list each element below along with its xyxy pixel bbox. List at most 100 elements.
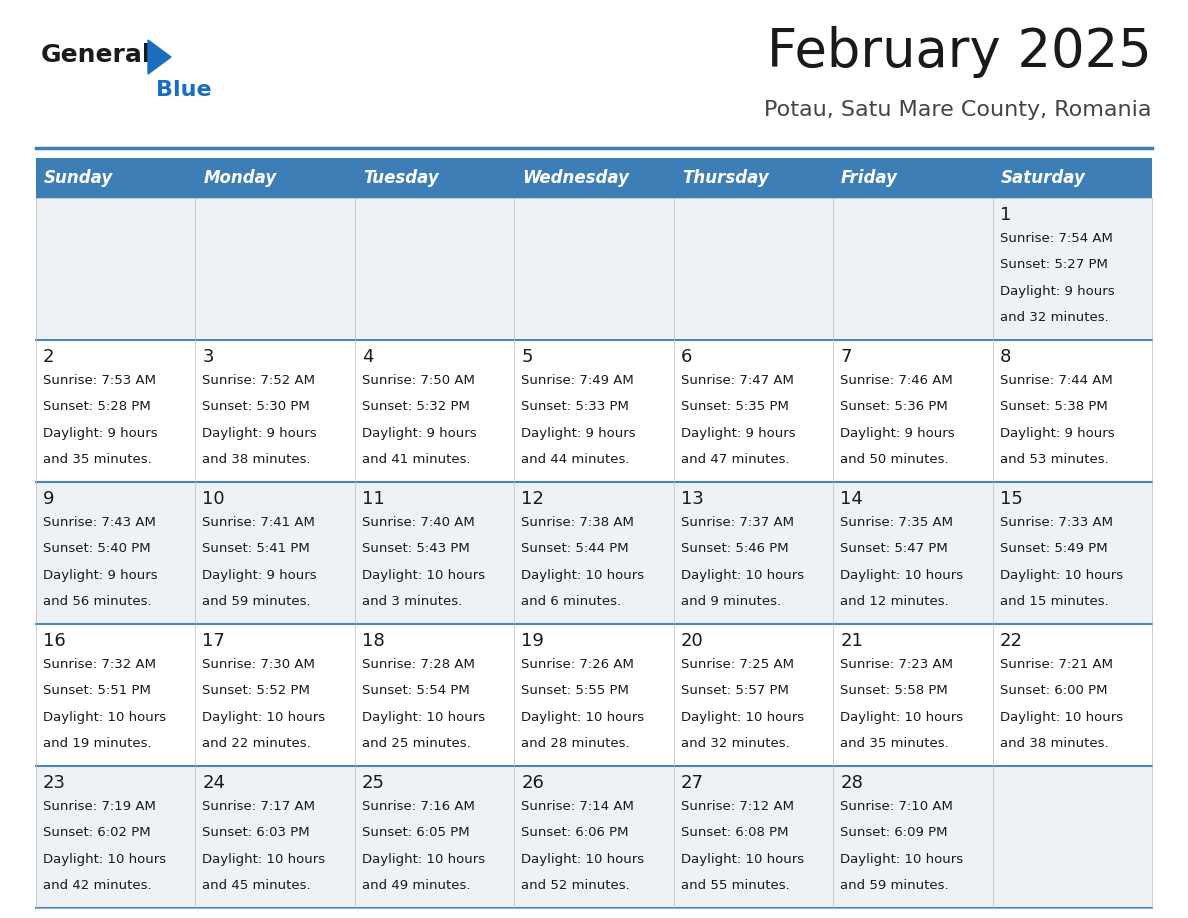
Text: 24: 24 — [202, 774, 226, 792]
Text: and 41 minutes.: and 41 minutes. — [362, 453, 470, 465]
Text: Sunset: 5:35 PM: Sunset: 5:35 PM — [681, 400, 789, 413]
Text: Sunset: 5:30 PM: Sunset: 5:30 PM — [202, 400, 310, 413]
Text: Sunrise: 7:37 AM: Sunrise: 7:37 AM — [681, 516, 794, 529]
Text: Sunrise: 7:26 AM: Sunrise: 7:26 AM — [522, 658, 634, 671]
Text: Sunrise: 7:38 AM: Sunrise: 7:38 AM — [522, 516, 634, 529]
Text: 23: 23 — [43, 774, 67, 792]
Text: and 42 minutes.: and 42 minutes. — [43, 879, 152, 891]
Text: 19: 19 — [522, 632, 544, 650]
Text: Daylight: 9 hours: Daylight: 9 hours — [362, 427, 476, 440]
Bar — [36, 766, 1152, 908]
Text: Daylight: 10 hours: Daylight: 10 hours — [202, 711, 326, 723]
Text: Sunset: 5:32 PM: Sunset: 5:32 PM — [362, 400, 469, 413]
Text: 13: 13 — [681, 490, 703, 508]
Text: Sunrise: 7:17 AM: Sunrise: 7:17 AM — [202, 800, 316, 813]
Text: Sunrise: 7:19 AM: Sunrise: 7:19 AM — [43, 800, 156, 813]
Text: Sunday: Sunday — [44, 169, 113, 187]
Text: Sunrise: 7:14 AM: Sunrise: 7:14 AM — [522, 800, 634, 813]
Text: Sunrise: 7:50 AM: Sunrise: 7:50 AM — [362, 374, 475, 387]
Text: Sunset: 6:06 PM: Sunset: 6:06 PM — [522, 826, 628, 839]
Text: 7: 7 — [840, 348, 852, 366]
Text: and 35 minutes.: and 35 minutes. — [840, 737, 949, 750]
Text: Daylight: 10 hours: Daylight: 10 hours — [362, 711, 485, 723]
Text: Daylight: 10 hours: Daylight: 10 hours — [840, 568, 963, 581]
Text: Sunset: 5:55 PM: Sunset: 5:55 PM — [522, 684, 630, 698]
Text: Sunrise: 7:47 AM: Sunrise: 7:47 AM — [681, 374, 794, 387]
Text: 21: 21 — [840, 632, 862, 650]
Text: Daylight: 10 hours: Daylight: 10 hours — [43, 853, 166, 866]
Text: Sunrise: 7:30 AM: Sunrise: 7:30 AM — [202, 658, 315, 671]
Text: and 53 minutes.: and 53 minutes. — [999, 453, 1108, 465]
Text: 6: 6 — [681, 348, 693, 366]
Text: 9: 9 — [43, 490, 55, 508]
Text: Thursday: Thursday — [682, 169, 769, 187]
Text: Sunset: 5:44 PM: Sunset: 5:44 PM — [522, 543, 628, 555]
Text: Daylight: 10 hours: Daylight: 10 hours — [999, 568, 1123, 581]
Text: Sunset: 5:46 PM: Sunset: 5:46 PM — [681, 543, 789, 555]
Text: Sunrise: 7:25 AM: Sunrise: 7:25 AM — [681, 658, 794, 671]
Text: 8: 8 — [999, 348, 1011, 366]
Text: and 19 minutes.: and 19 minutes. — [43, 737, 152, 750]
Text: 27: 27 — [681, 774, 703, 792]
Text: Daylight: 10 hours: Daylight: 10 hours — [681, 711, 804, 723]
Text: Sunset: 5:57 PM: Sunset: 5:57 PM — [681, 684, 789, 698]
Text: and 32 minutes.: and 32 minutes. — [999, 311, 1108, 324]
Text: Daylight: 10 hours: Daylight: 10 hours — [681, 853, 804, 866]
Text: and 35 minutes.: and 35 minutes. — [43, 453, 152, 465]
Text: Friday: Friday — [841, 169, 898, 187]
Text: and 52 minutes.: and 52 minutes. — [522, 879, 630, 891]
Text: Sunrise: 7:12 AM: Sunrise: 7:12 AM — [681, 800, 794, 813]
Text: Sunrise: 7:35 AM: Sunrise: 7:35 AM — [840, 516, 953, 529]
Text: 22: 22 — [999, 632, 1023, 650]
Text: Sunset: 5:38 PM: Sunset: 5:38 PM — [999, 400, 1107, 413]
Text: Sunrise: 7:16 AM: Sunrise: 7:16 AM — [362, 800, 475, 813]
Text: and 38 minutes.: and 38 minutes. — [999, 737, 1108, 750]
Text: Monday: Monday — [203, 169, 277, 187]
Text: Sunset: 5:40 PM: Sunset: 5:40 PM — [43, 543, 151, 555]
Text: Daylight: 10 hours: Daylight: 10 hours — [362, 853, 485, 866]
Text: Potau, Satu Mare County, Romania: Potau, Satu Mare County, Romania — [765, 100, 1152, 120]
Text: 12: 12 — [522, 490, 544, 508]
Text: and 32 minutes.: and 32 minutes. — [681, 737, 790, 750]
Text: Daylight: 10 hours: Daylight: 10 hours — [840, 853, 963, 866]
Text: and 50 minutes.: and 50 minutes. — [840, 453, 949, 465]
Text: 28: 28 — [840, 774, 862, 792]
Text: and 12 minutes.: and 12 minutes. — [840, 595, 949, 608]
Text: and 59 minutes.: and 59 minutes. — [840, 879, 949, 891]
Text: 4: 4 — [362, 348, 373, 366]
Polygon shape — [148, 40, 171, 74]
Text: and 22 minutes.: and 22 minutes. — [202, 737, 311, 750]
Text: Daylight: 9 hours: Daylight: 9 hours — [43, 568, 158, 581]
Text: Daylight: 10 hours: Daylight: 10 hours — [522, 568, 644, 581]
Text: Sunset: 5:58 PM: Sunset: 5:58 PM — [840, 684, 948, 698]
Text: and 9 minutes.: and 9 minutes. — [681, 595, 781, 608]
Text: 11: 11 — [362, 490, 385, 508]
Text: Daylight: 9 hours: Daylight: 9 hours — [999, 285, 1114, 297]
Text: Sunset: 5:54 PM: Sunset: 5:54 PM — [362, 684, 469, 698]
Text: Sunset: 5:41 PM: Sunset: 5:41 PM — [202, 543, 310, 555]
Text: Daylight: 9 hours: Daylight: 9 hours — [202, 568, 317, 581]
Text: and 28 minutes.: and 28 minutes. — [522, 737, 630, 750]
Text: 5: 5 — [522, 348, 532, 366]
Text: General: General — [42, 43, 152, 67]
Text: Daylight: 10 hours: Daylight: 10 hours — [840, 711, 963, 723]
Text: and 49 minutes.: and 49 minutes. — [362, 879, 470, 891]
Text: Daylight: 10 hours: Daylight: 10 hours — [362, 568, 485, 581]
Text: Daylight: 10 hours: Daylight: 10 hours — [522, 711, 644, 723]
Text: Sunrise: 7:40 AM: Sunrise: 7:40 AM — [362, 516, 475, 529]
Text: Sunset: 6:09 PM: Sunset: 6:09 PM — [840, 826, 948, 839]
Text: 1: 1 — [999, 206, 1011, 224]
Text: Tuesday: Tuesday — [362, 169, 438, 187]
Text: Daylight: 9 hours: Daylight: 9 hours — [522, 427, 636, 440]
Text: 14: 14 — [840, 490, 862, 508]
Text: Sunset: 5:43 PM: Sunset: 5:43 PM — [362, 543, 469, 555]
Text: and 38 minutes.: and 38 minutes. — [202, 453, 311, 465]
Text: 20: 20 — [681, 632, 703, 650]
Text: Sunset: 5:52 PM: Sunset: 5:52 PM — [202, 684, 310, 698]
Text: and 25 minutes.: and 25 minutes. — [362, 737, 470, 750]
Text: Daylight: 9 hours: Daylight: 9 hours — [43, 427, 158, 440]
Bar — [36, 624, 1152, 766]
Text: Sunrise: 7:28 AM: Sunrise: 7:28 AM — [362, 658, 475, 671]
Text: and 6 minutes.: and 6 minutes. — [522, 595, 621, 608]
Text: Sunset: 6:08 PM: Sunset: 6:08 PM — [681, 826, 788, 839]
